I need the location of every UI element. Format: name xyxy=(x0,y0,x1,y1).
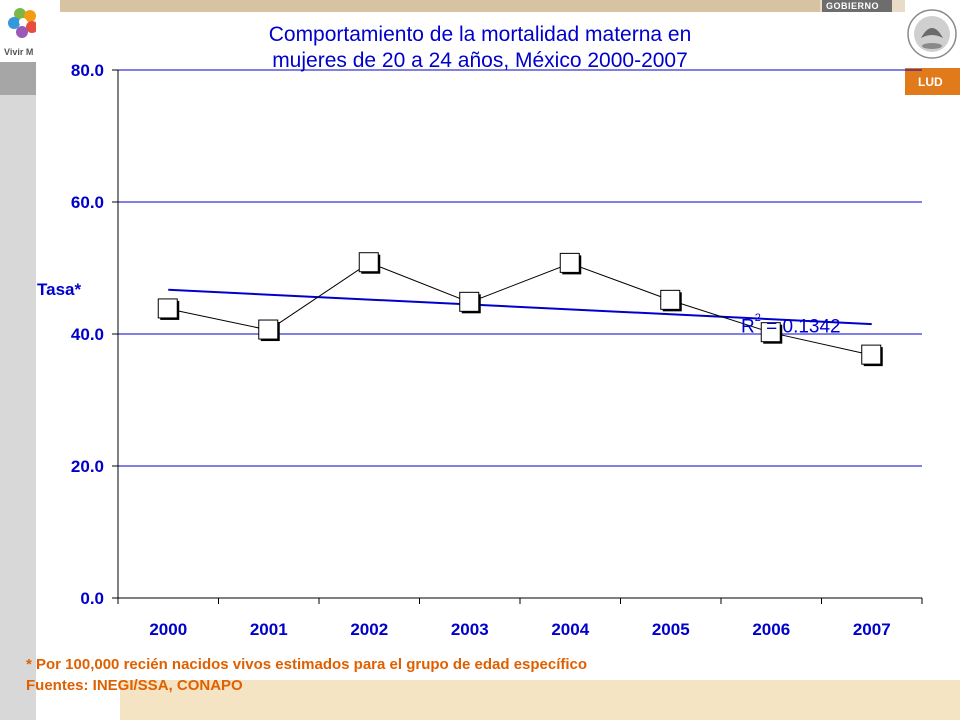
x-tick-label: 2001 xyxy=(250,620,288,639)
r-squared-exponent: 2 xyxy=(754,312,761,324)
r-squared-letter: R xyxy=(741,316,755,338)
r-squared-value: = 0.1342 xyxy=(760,316,841,338)
y-tick-label: 0.0 xyxy=(80,589,104,608)
vivir-mejor-text: Vivir M xyxy=(4,47,34,57)
data-point xyxy=(861,344,882,365)
y-axis-label: Tasa* xyxy=(37,280,82,299)
data-point xyxy=(157,298,178,319)
salud-label: LUD xyxy=(918,75,943,89)
x-tick-label: 2002 xyxy=(350,620,388,639)
chart-title-line2: mujeres de 20 a 24 años, México 2000-200… xyxy=(272,49,688,72)
gobierno-box xyxy=(822,0,892,12)
y-tick-label: 40.0 xyxy=(71,325,104,344)
y-tick-label: 20.0 xyxy=(71,457,104,476)
data-point xyxy=(660,289,681,310)
footnote-sources: Fuentes: INEGI/SSA, CONAPO xyxy=(26,677,243,694)
x-tick-label: 2000 xyxy=(149,620,187,639)
data-point xyxy=(559,252,580,273)
top-band-accent xyxy=(60,0,820,12)
flower-icon xyxy=(8,8,38,38)
data-point xyxy=(459,291,480,312)
x-tick-label: 2005 xyxy=(652,620,690,639)
left-strip xyxy=(0,95,36,720)
footnote-line1: * Por 100,000 recién nacidos vivos estim… xyxy=(26,656,588,673)
eagle-seal-icon xyxy=(907,9,957,59)
gobierno-label: GOBIERNO xyxy=(826,1,880,11)
x-tick-label: 2007 xyxy=(853,620,891,639)
y-tick-label: 80.0 xyxy=(71,61,104,80)
y-tick-label: 60.0 xyxy=(71,193,104,212)
series-line xyxy=(168,262,872,356)
x-tick-label: 2006 xyxy=(752,620,790,639)
data-point xyxy=(358,252,379,273)
chart-title: Comportamiento de la mortalidad materna … xyxy=(180,22,780,74)
chart-panel xyxy=(36,12,905,680)
x-tick-label: 2003 xyxy=(451,620,489,639)
x-tick-label: 2004 xyxy=(551,620,589,639)
data-point xyxy=(258,319,279,340)
salud-bar xyxy=(905,68,960,95)
data-point xyxy=(760,322,781,343)
r-squared-label: R2 = 0.1342 xyxy=(741,312,841,338)
chart-title-line1: Comportamiento de la mortalidad materna … xyxy=(268,23,692,46)
trendline xyxy=(168,288,872,326)
bottom-band xyxy=(120,680,960,720)
footnote: * Por 100,000 recién nacidos vivos estim… xyxy=(26,654,587,696)
